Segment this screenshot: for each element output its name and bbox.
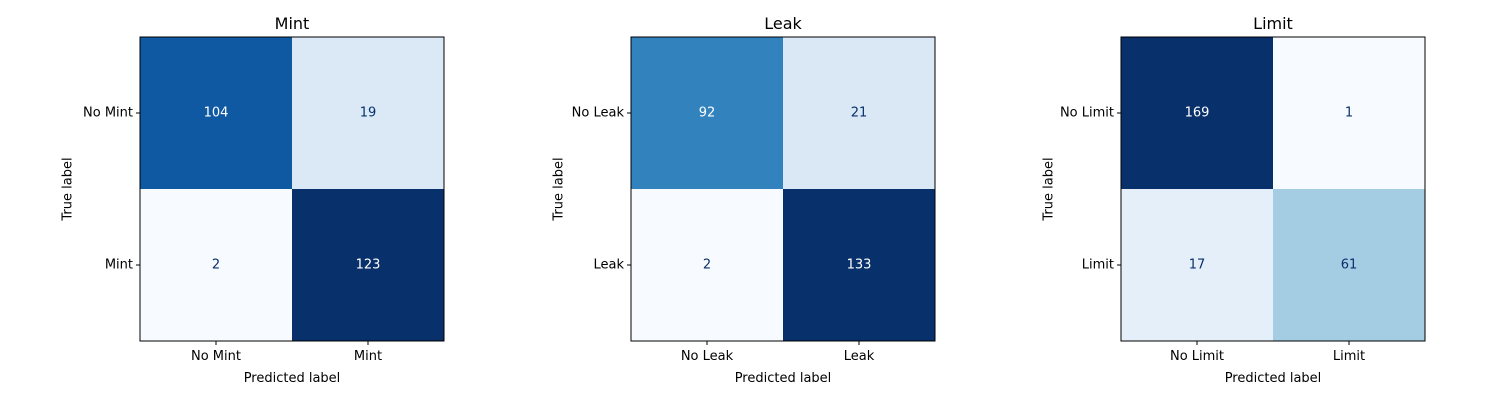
panel-1-title: Mint (275, 14, 310, 33)
panel-3-cell-value-r0-c1: 1 (1345, 106, 1353, 121)
panel-2-cell-r1-c1 (783, 189, 935, 341)
panel-1-y-tick-label: Mint (105, 258, 133, 273)
panel-2-cell-r1-c0 (631, 189, 783, 341)
panel-3-cell-value-r1-c0: 17 (1189, 258, 1206, 273)
panel-3-cell-r0-c1 (1273, 37, 1425, 189)
panel-1-x-tick-label: No Mint (191, 349, 241, 364)
panel-2-y-axis-label: True label (552, 157, 567, 221)
panel-2-cell-value-r0-c1: 21 (851, 106, 868, 121)
panel-1-cell-value-r0-c0: 104 (204, 106, 229, 121)
panel-2-title: Leak (764, 14, 802, 33)
panel-1-cell-value-r1-c0: 2 (212, 258, 220, 273)
panel-1-y-axis-label: True label (61, 157, 76, 221)
panel-3-y-axis-label: True label (1042, 157, 1057, 221)
panel-3-x-axis-label: Predicted label (1225, 371, 1322, 386)
panel-2-frame (630, 36, 936, 342)
panel-3-frame (1120, 36, 1426, 342)
panel-1-cell-value-r1-c1: 123 (356, 258, 381, 273)
panel-2-cell-value-r1-c1: 133 (847, 258, 872, 273)
panel-3-x-tick-label: Limit (1333, 349, 1365, 364)
panel-1-y-tick-label: No Mint (83, 106, 133, 121)
panel-2-cell-r0-c0 (631, 37, 783, 189)
panel-3-y-tick-label: No Limit (1060, 106, 1114, 121)
panel-1-cell-r0-c0 (140, 37, 292, 189)
panel-2-x-tick-label: No Leak (681, 349, 734, 364)
panel-3-y-tick-label: Limit (1082, 258, 1114, 273)
panel-1-x-tick-label: Mint (354, 349, 382, 364)
panel-1-cell-r1-c1 (292, 189, 444, 341)
panel-3-cell-value-r1-c1: 61 (1341, 258, 1358, 273)
panel-3-x-tick-label: No Limit (1170, 349, 1224, 364)
panel-3-cell-value-r0-c0: 169 (1185, 106, 1210, 121)
panel-3-cell-r1-c1 (1273, 189, 1425, 341)
panel-3-cell-r0-c0 (1121, 37, 1273, 189)
panel-2-cell-r0-c1 (783, 37, 935, 189)
panel-3-title: Limit (1253, 14, 1293, 33)
panel-3-cell-r1-c0 (1121, 189, 1273, 341)
panel-2-y-tick-label: No Leak (572, 106, 625, 121)
panel-1-cell-value-r0-c1: 19 (360, 106, 377, 121)
panel-2-cell-value-r1-c0: 2 (703, 258, 711, 273)
panel-2-x-axis-label: Predicted label (735, 371, 832, 386)
panel-2-cell-value-r0-c0: 92 (699, 106, 716, 121)
panel-2-x-tick-label: Leak (844, 349, 875, 364)
panel-2-y-tick-label: Leak (593, 258, 624, 273)
panel-1-x-axis-label: Predicted label (244, 371, 341, 386)
panel-1-cell-r1-c0 (140, 189, 292, 341)
panel-1-cell-r0-c1 (292, 37, 444, 189)
panel-1-frame (139, 36, 445, 342)
